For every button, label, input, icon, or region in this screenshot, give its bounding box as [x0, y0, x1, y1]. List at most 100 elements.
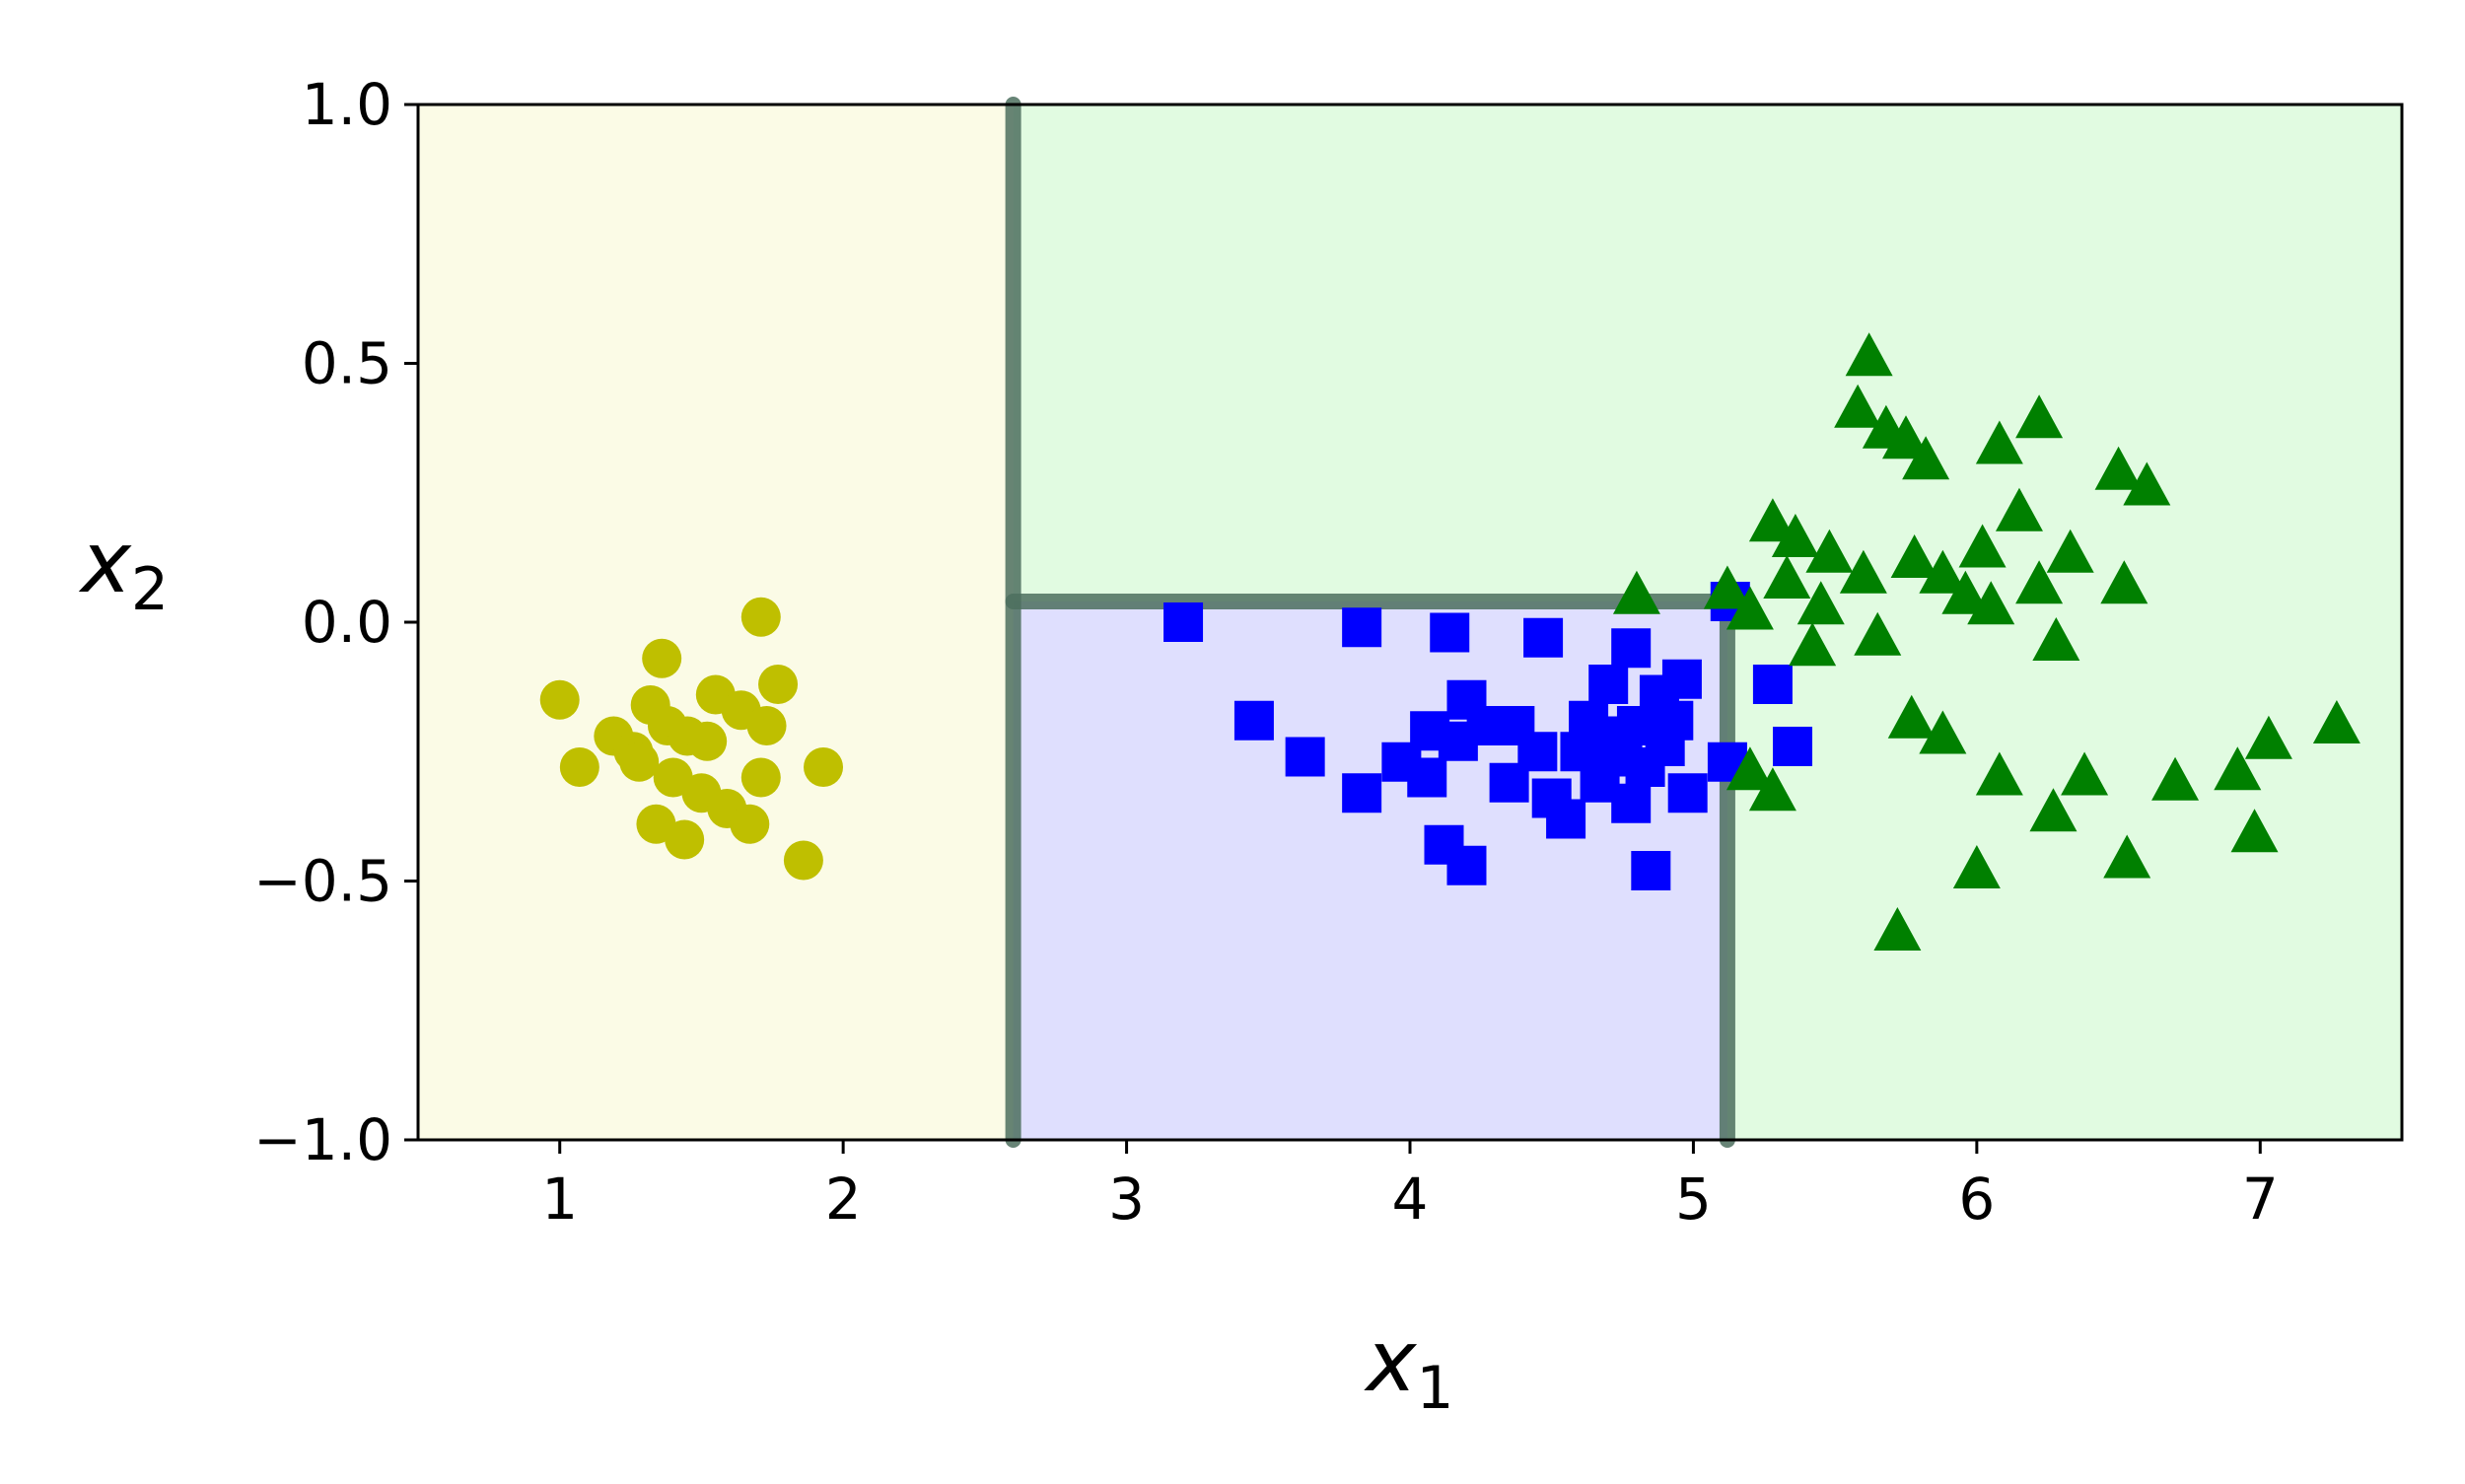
x-tick-label: 7: [2242, 1166, 2279, 1233]
blue-square-point: [1631, 851, 1671, 890]
green-triangle-point: [2015, 394, 2064, 439]
green-triangle-point: [1952, 845, 2001, 888]
green-triangle-point: [1612, 570, 1660, 614]
green-triangle-point: [2029, 788, 2078, 832]
green-triangle-point: [1882, 415, 1930, 459]
x-axis-label-main: x: [1363, 1312, 1417, 1411]
green-triangle-point: [1995, 487, 2043, 531]
decision-regions: [418, 105, 2402, 1140]
yellow-circle-point: [642, 638, 682, 678]
green-triangle-point: [2123, 461, 2171, 506]
decision-region-2: [1013, 105, 2402, 601]
green-triangle-point: [2214, 746, 2262, 791]
green-triangle-point: [1796, 581, 1845, 625]
green-triangle-point: [1839, 549, 1887, 594]
green-triangle-point: [1789, 622, 1837, 667]
green-triangle-point: [1975, 420, 2023, 464]
green-triangle-point: [1887, 694, 1936, 739]
green-triangle-point: [1748, 498, 1796, 542]
x-tick-label: 1: [541, 1166, 578, 1233]
y-axis-label: x2: [78, 514, 169, 624]
green-triangle-point: [1726, 586, 1774, 630]
green-triangle-point: [1941, 570, 1990, 614]
green-triangle-point: [1805, 529, 1854, 573]
green-triangle-point: [1854, 611, 1902, 656]
blue-square-point: [1611, 783, 1652, 823]
green-triangle-point: [2061, 751, 2109, 796]
x-axis-label-subscript: 1: [1416, 1354, 1453, 1423]
blue-square-point: [1654, 700, 1694, 741]
yellow-circle-point: [665, 819, 705, 860]
green-triangle-point: [1703, 565, 1751, 609]
yellow-circle-point: [687, 721, 728, 761]
green-triangle-point: [1873, 907, 1922, 951]
yellow-circle-point: [740, 597, 781, 637]
blue-square-point: [1546, 799, 1586, 839]
green-triangle-point: [2230, 809, 2279, 853]
y-tick-label: −0.5: [253, 848, 392, 915]
blue-square-point: [1667, 773, 1708, 813]
green-triangle-point: [2103, 834, 2151, 879]
blue-square-point: [1773, 727, 1813, 766]
blue-square-point: [1517, 732, 1558, 772]
blue-square-point: [1233, 700, 1274, 741]
green-triangle-point: [1763, 555, 1811, 599]
x-tick-label: 5: [1675, 1166, 1712, 1233]
blue-square-point: [1285, 737, 1325, 777]
green-triangle-point: [1834, 384, 1882, 428]
x-tick-label: 3: [1108, 1166, 1145, 1233]
blue-square-point: [1523, 617, 1564, 658]
yellow-circle-point: [730, 804, 770, 844]
y-axis-label-subscript: 2: [131, 555, 169, 624]
decision-boundaries: [1005, 97, 1735, 1148]
green-triangle-point: [2100, 560, 2148, 604]
data-points: [539, 332, 2360, 951]
blue-square-point: [1446, 845, 1487, 885]
yellow-circle-point: [746, 706, 787, 745]
blue-square-point: [1407, 757, 1447, 798]
blue-square-point: [1342, 773, 1382, 813]
blue-square-point: [1569, 700, 1609, 741]
green-triangle-point: [1845, 332, 1893, 377]
green-triangle-point: [1771, 514, 1819, 557]
x-axis-ticks: 1 2 3 4 5 6 7: [541, 1140, 2279, 1233]
blue-square-point: [1752, 665, 1793, 704]
yellow-circle-point: [539, 679, 580, 720]
green-triangle-point: [1890, 534, 1938, 578]
yellow-circle-point: [740, 757, 781, 798]
green-triangle-point: [2151, 756, 2200, 801]
blue-square-point: [1588, 665, 1629, 704]
y-tick-label: 1.0: [302, 71, 392, 138]
y-tick-label: 0.5: [302, 330, 392, 397]
green-triangle-point: [2032, 617, 2080, 661]
green-triangle-point: [2094, 446, 2143, 490]
yellow-circle-point: [758, 665, 799, 704]
yellow-circle-point: [619, 742, 660, 782]
green-triangle-point: [1902, 436, 1950, 480]
blue-square-point: [1661, 659, 1702, 699]
green-triangle-point: [2312, 700, 2360, 743]
x-tick-label: 6: [1958, 1166, 1995, 1233]
y-axis-ticks: −1.0 −0.5 0.0 0.5 1.0: [253, 71, 418, 1173]
yellow-circle-point: [783, 840, 823, 881]
blue-square-point: [1163, 602, 1204, 642]
green-triangle-point: [1919, 710, 1967, 754]
x-tick-label: 4: [1392, 1166, 1429, 1233]
blue-square-point: [1611, 628, 1652, 669]
blue-square-point: [1342, 607, 1382, 648]
y-tick-label: −1.0: [253, 1106, 392, 1173]
green-triangle-point: [2046, 529, 2094, 573]
x-tick-label: 2: [825, 1166, 862, 1233]
y-axis-label-main: x: [78, 514, 132, 612]
green-triangle-point: [1975, 751, 2023, 796]
x-axis-label: x1: [1363, 1312, 1453, 1423]
y-tick-label: 0.0: [302, 589, 392, 656]
decision-region-3: [1726, 601, 2402, 1140]
green-triangle-point: [1726, 746, 1774, 791]
blue-square-point: [1430, 612, 1470, 653]
green-triangle-point: [1967, 581, 2015, 625]
green-triangle-point: [2015, 560, 2064, 604]
decision-region-0: [418, 105, 1014, 1140]
